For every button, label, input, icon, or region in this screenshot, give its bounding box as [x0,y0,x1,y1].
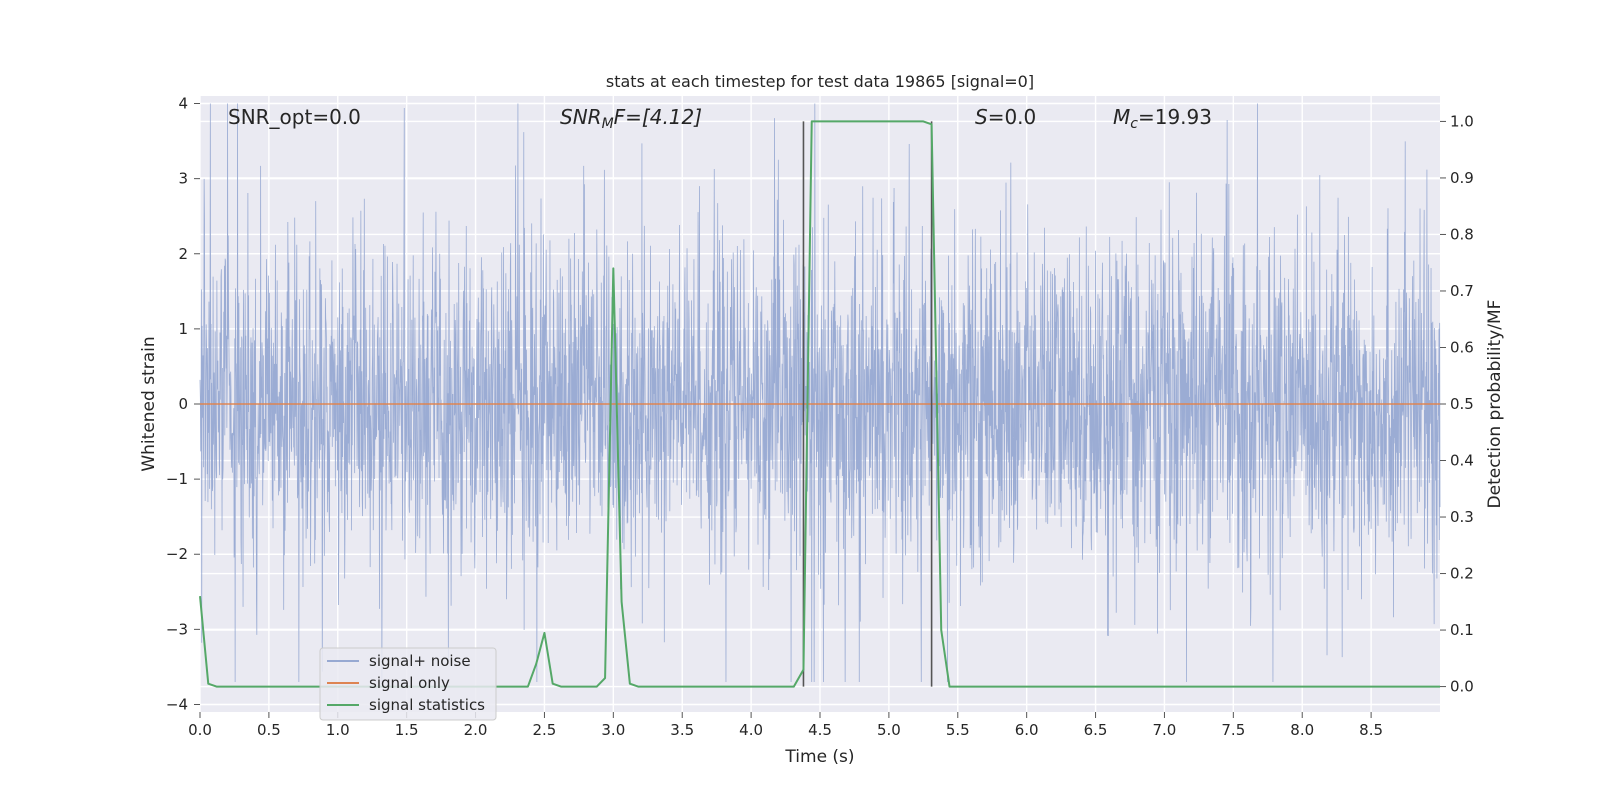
x-tick-label: 2.0 [464,721,488,739]
x-tick-label: 0.5 [257,721,281,739]
annotation-mc: Mc=19.93 [1113,105,1212,132]
legend: signal+ noise signal only signal statist… [319,647,497,721]
x-tick-label: 6.5 [1084,721,1108,739]
y-tick-label: −4 [166,695,188,713]
annotation-snr-mf: SNRMF=[4.12] [560,105,702,132]
tick-labels: 0.0 0.5 1.0 1.5 2.0 2.5 3.0 3.5 4.0 4.5 5.0 5.5 6.0 6… [166,95,1474,739]
x-tick-label: 5.5 [946,721,970,739]
signal-noise-series [199,103,1441,682]
x-tick-label: 3.5 [670,721,694,739]
legend-label-signal-only: signal only [369,674,450,692]
legend-box [319,647,497,721]
x-tick-label: 6.0 [1015,721,1039,739]
y-tick-label: −1 [166,470,188,488]
y-tick-label: 3 [178,170,188,188]
annotation-s: S=0.0 [975,105,1036,129]
x-tick-label: 8.5 [1359,721,1383,739]
y-tick-label: −3 [166,620,188,638]
chart-title: stats at each timestep for test data 198… [606,72,1034,91]
signal-statistics-line [199,120,1440,688]
y2-axis-label: Detection probability/MF [1485,300,1505,509]
y-axis-label: Whitened strain [139,336,159,471]
y-tick-label: 0 [178,395,188,413]
y-tick-label: 4 [178,95,188,113]
x-tick-label: 7.0 [1153,721,1177,739]
y2-tick-label: 0.1 [1450,621,1474,639]
x-tick-label: 2.5 [533,721,557,739]
x-tick-label: 7.5 [1221,721,1245,739]
x-tick-label: 8.0 [1290,721,1314,739]
y-tick-label: 2 [178,245,188,263]
y-tick-label: 1 [178,320,188,338]
y2-tick-label: 0.8 [1450,225,1474,243]
legend-label-signal-statistics: signal statistics [369,696,485,714]
y2-tick-label: 0.3 [1450,508,1474,526]
y-tick-label: −2 [166,545,188,563]
signal-noise-line [199,103,1441,682]
y2-tick-label: 1.0 [1450,112,1474,130]
signal-statistics-series [199,120,1440,688]
annotation-snr-opt: SNR_opt=0.0 [228,105,361,129]
y2-tick-label: 0.5 [1450,395,1474,413]
y2-tick-label: 0.6 [1450,338,1474,356]
x-tick-label: 4.0 [739,721,763,739]
x-tick-label: 3.0 [601,721,625,739]
legend-label-signal-noise: signal+ noise [369,652,471,670]
x-tick-label: 5.0 [877,721,901,739]
y2-tick-label: 0.2 [1450,565,1474,583]
y2-tick-label: 0.9 [1450,169,1474,187]
x-tick-label: 0.0 [188,721,212,739]
x-tick-label: 1.5 [395,721,419,739]
y2-tick-label: 0.4 [1450,452,1474,470]
marker-lines [802,121,933,687]
x-tick-label: 1.0 [326,721,350,739]
x-tick-label: 4.5 [808,721,832,739]
y2-tick-label: 0.0 [1450,678,1474,696]
y2-tick-label: 0.7 [1450,282,1474,300]
x-axis-label: Time (s) [784,747,854,767]
